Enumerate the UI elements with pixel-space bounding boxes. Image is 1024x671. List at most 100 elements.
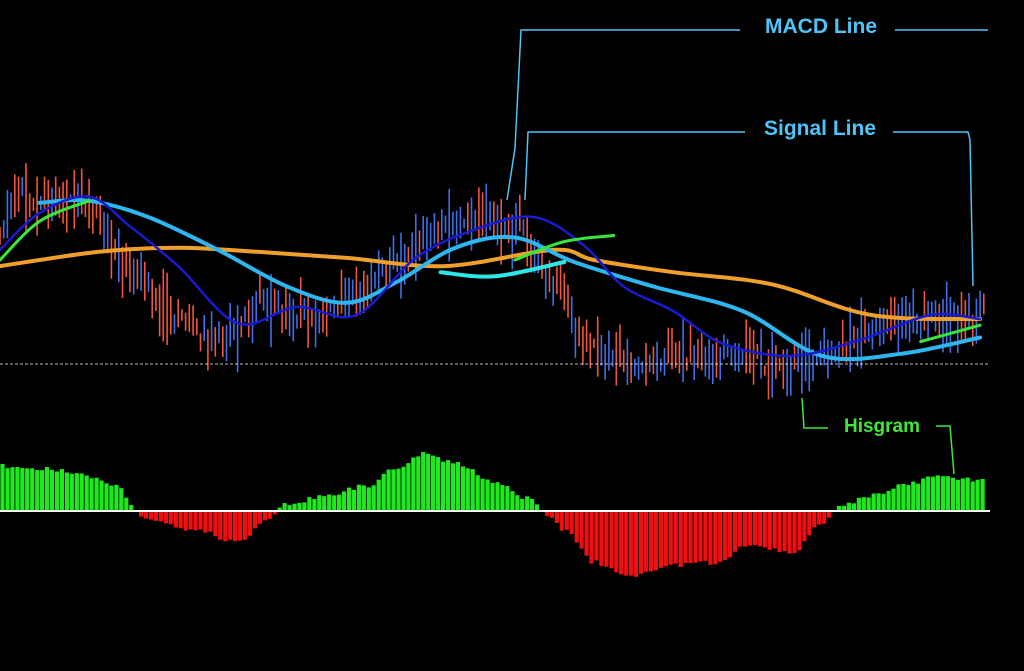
histogram-bar-negative	[579, 511, 584, 549]
histogram-bar-negative	[168, 511, 173, 525]
histogram-bar-positive	[5, 468, 10, 511]
histogram-bar-negative	[792, 511, 797, 553]
histogram-bar-positive	[445, 460, 451, 511]
histogram-bar-positive	[866, 497, 871, 511]
histogram-bar-negative	[609, 511, 614, 569]
histogram-bar-negative	[629, 511, 634, 576]
histogram-bar-negative	[247, 511, 253, 536]
histogram-bar-negative	[564, 511, 569, 530]
histogram-bar-positive	[901, 483, 906, 511]
histogram-bar-positive	[292, 503, 297, 511]
histogram-bar-negative	[807, 511, 812, 536]
histogram-bar-positive	[886, 490, 891, 511]
histogram-bar-negative	[762, 511, 767, 548]
histogram-bar-positive	[109, 485, 114, 511]
histogram-bar-negative	[624, 511, 629, 576]
histogram-bar-negative	[708, 511, 713, 565]
histogram-bar-negative	[143, 511, 149, 519]
histogram-bar-negative	[574, 511, 579, 543]
histogram-bar-negative	[614, 511, 619, 573]
histogram-bar-negative	[173, 511, 178, 528]
histogram-bar-negative	[728, 511, 733, 558]
histogram-bar-positive	[505, 486, 510, 511]
histogram-bar-negative	[272, 511, 277, 515]
histogram-bar-negative	[193, 511, 198, 531]
histogram-bar-negative	[653, 511, 658, 571]
histogram-bar-positive	[975, 479, 980, 511]
histogram-bar-positive	[450, 463, 455, 511]
histogram-bar-positive	[440, 461, 446, 511]
histogram-bar-positive	[965, 477, 970, 511]
histogram-bar-positive	[510, 491, 515, 511]
histogram-bar-positive	[49, 469, 55, 511]
histogram-bar-positive	[955, 479, 960, 511]
histogram-bar-negative	[163, 511, 168, 524]
histogram-bar-negative	[817, 511, 822, 525]
signal-line-label: Signal Line	[764, 117, 876, 140]
histogram-bar-positive	[926, 476, 931, 511]
histogram-bar-negative	[777, 511, 782, 553]
histogram-bar-negative	[559, 511, 564, 531]
histogram-bar-positive	[841, 505, 847, 511]
histogram-bar-positive	[381, 473, 386, 511]
histogram-bar-positive	[916, 483, 921, 511]
histogram-bar-positive	[475, 475, 480, 511]
histogram-bar-positive	[297, 502, 302, 511]
histogram-bar-negative	[252, 511, 258, 529]
histogram-bar-positive	[436, 457, 441, 511]
histogram-bar-negative	[752, 511, 757, 545]
histogram-bar-negative	[242, 511, 248, 540]
histogram-bar-positive	[426, 453, 431, 511]
histogram-bar-positive	[421, 452, 426, 511]
histogram-bar-positive	[327, 494, 332, 511]
histogram-bar-positive	[485, 479, 490, 511]
histogram-bar-negative	[262, 511, 267, 521]
histogram-bar-positive	[530, 498, 535, 511]
histogram-bar-negative	[589, 511, 594, 564]
histogram-bar-positive	[317, 495, 322, 511]
histogram-callout	[801, 397, 955, 475]
histogram-bar-positive	[277, 507, 282, 511]
histogram-bar-negative	[188, 511, 193, 530]
histogram-bar-positive	[940, 476, 946, 511]
histogram-bar-positive	[376, 479, 381, 511]
histogram-bar-negative	[228, 511, 233, 540]
histogram-bar-positive	[282, 503, 287, 511]
histogram-bar-positive	[351, 489, 356, 511]
histogram-bar-negative	[747, 511, 753, 546]
histogram-bar-negative	[599, 511, 604, 566]
price-panel	[0, 163, 990, 400]
histogram-bar-positive	[89, 478, 94, 511]
signal-green-segment	[919, 323, 982, 344]
histogram-bar-negative	[733, 511, 738, 552]
histogram-bar-negative	[772, 511, 777, 549]
histogram-bar-positive	[950, 477, 955, 511]
histogram-bar-positive	[470, 469, 475, 511]
histogram-bar-negative	[713, 511, 718, 565]
histogram-bar-positive	[69, 473, 74, 511]
histogram-bar-negative	[782, 511, 787, 552]
histogram-bar-negative	[634, 511, 639, 577]
histogram-bar-negative	[663, 511, 668, 567]
histogram-bar-negative	[723, 511, 728, 560]
histogram-bar-negative	[218, 511, 223, 540]
histogram-bar-negative	[257, 511, 262, 524]
histogram-bar-positive	[406, 463, 411, 511]
signal-green-segment	[513, 234, 616, 262]
histogram-bar-positive	[416, 456, 421, 511]
histogram-bar-positive	[307, 497, 312, 511]
histogram-bar-positive	[851, 503, 856, 511]
histogram-bar-negative	[178, 511, 183, 529]
histogram-bar-positive	[361, 485, 366, 511]
histogram-bar-positive	[465, 468, 470, 511]
histogram-bar-negative	[683, 511, 688, 563]
ma-slow-line	[0, 245, 983, 322]
histogram-bar-positive	[332, 495, 337, 511]
signal-green-segments	[0, 199, 982, 344]
callouts: MACD Line Signal Line Hisgram	[506, 15, 988, 475]
histogram-bar-negative	[688, 511, 693, 564]
histogram-bar-negative	[544, 511, 550, 516]
histogram-bar-positive	[846, 502, 851, 511]
histogram-bar-negative	[737, 511, 743, 547]
signal-green-segment	[0, 199, 91, 262]
